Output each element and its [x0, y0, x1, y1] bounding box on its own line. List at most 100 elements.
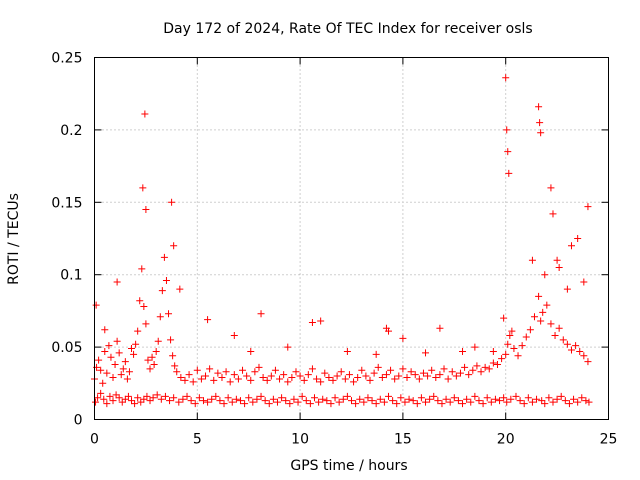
- data-point: [450, 394, 458, 402]
- data-point: [526, 326, 534, 334]
- data-point: [288, 374, 296, 382]
- data-point: [475, 397, 483, 405]
- data-point: [100, 395, 108, 403]
- data-point: [138, 265, 146, 273]
- data-point: [503, 126, 511, 134]
- data-point: [452, 372, 460, 380]
- data-point: [535, 103, 543, 111]
- data-point: [440, 365, 448, 373]
- data-point: [92, 301, 100, 309]
- data-point: [308, 365, 316, 373]
- data-point: [543, 301, 551, 309]
- data-point: [417, 394, 425, 402]
- data-point: [541, 400, 549, 408]
- data-point: [471, 343, 479, 351]
- data-point: [522, 333, 530, 341]
- data-point: [366, 376, 374, 384]
- data-point: [471, 392, 479, 400]
- data-point: [348, 397, 355, 405]
- data-point: [382, 371, 390, 379]
- data-point: [247, 376, 255, 384]
- data-point: [537, 129, 545, 137]
- data-point: [321, 369, 329, 377]
- data-point: [350, 378, 358, 386]
- data-point: [403, 374, 411, 382]
- data-point: [491, 395, 499, 403]
- data-point: [561, 397, 569, 405]
- data-point: [113, 278, 121, 286]
- data-point: [502, 350, 510, 358]
- data-point: [267, 372, 275, 380]
- data-point: [304, 371, 312, 379]
- data-point: [313, 375, 321, 383]
- data-point: [510, 345, 518, 353]
- data-point: [131, 400, 139, 408]
- data-point: [208, 395, 216, 403]
- data-point: [463, 395, 471, 403]
- data-point: [415, 375, 423, 383]
- data-point: [249, 398, 257, 406]
- data-point: [485, 365, 493, 373]
- x-tick-label: 20: [497, 432, 515, 448]
- data-point: [230, 371, 238, 379]
- data-point: [360, 398, 368, 406]
- data-point: [358, 366, 366, 374]
- data-point: [290, 395, 298, 403]
- data-point: [319, 395, 327, 403]
- data-point: [329, 376, 337, 384]
- data-point: [337, 368, 345, 376]
- data-point: [128, 345, 136, 353]
- data-point: [459, 400, 467, 408]
- data-point: [506, 332, 514, 340]
- data-point: [376, 395, 384, 403]
- data-point: [156, 313, 164, 321]
- data-point: [109, 374, 117, 382]
- data-point: [456, 369, 464, 377]
- data-point: [438, 400, 446, 408]
- data-point: [385, 392, 393, 400]
- data-point: [134, 327, 142, 335]
- data-point: [251, 368, 259, 376]
- data-point: [124, 392, 132, 400]
- data-point: [115, 349, 123, 357]
- data-point: [335, 398, 343, 406]
- data-point: [265, 400, 273, 408]
- data-point: [343, 392, 351, 400]
- data-point: [356, 395, 364, 403]
- data-point: [489, 347, 497, 355]
- data-point: [247, 347, 255, 355]
- data-point: [146, 397, 154, 405]
- data-point: [493, 360, 501, 368]
- data-point: [206, 365, 214, 373]
- data-point: [533, 395, 541, 403]
- data-point: [255, 363, 263, 371]
- data-point: [487, 398, 495, 406]
- data-point: [300, 376, 308, 384]
- y-tick-labels: 0 0.05 0.1 0.15 0.2 0.25: [51, 51, 82, 429]
- data-point: [204, 398, 212, 406]
- data-point: [276, 375, 284, 383]
- data-point: [419, 369, 427, 377]
- data-point: [428, 366, 436, 374]
- data-point: [448, 368, 456, 376]
- data-point: [507, 395, 515, 403]
- data-point: [142, 206, 150, 214]
- data-point: [518, 342, 526, 350]
- data-point: [473, 362, 481, 370]
- data-point: [94, 394, 102, 402]
- data-point: [545, 394, 553, 402]
- data-point: [143, 392, 151, 400]
- data-point: [284, 378, 292, 386]
- data-point: [391, 375, 399, 383]
- data-point: [430, 392, 438, 400]
- data-point: [97, 389, 105, 397]
- data-point: [563, 340, 571, 348]
- data-point: [323, 397, 331, 405]
- data-point: [157, 395, 165, 403]
- x-tick-labels: 0 5 10 15 20 25: [90, 432, 617, 448]
- grid: [94, 57, 609, 420]
- data-point: [572, 342, 580, 350]
- data-point: [113, 337, 121, 345]
- data-point: [222, 368, 230, 376]
- data-point: [537, 317, 545, 325]
